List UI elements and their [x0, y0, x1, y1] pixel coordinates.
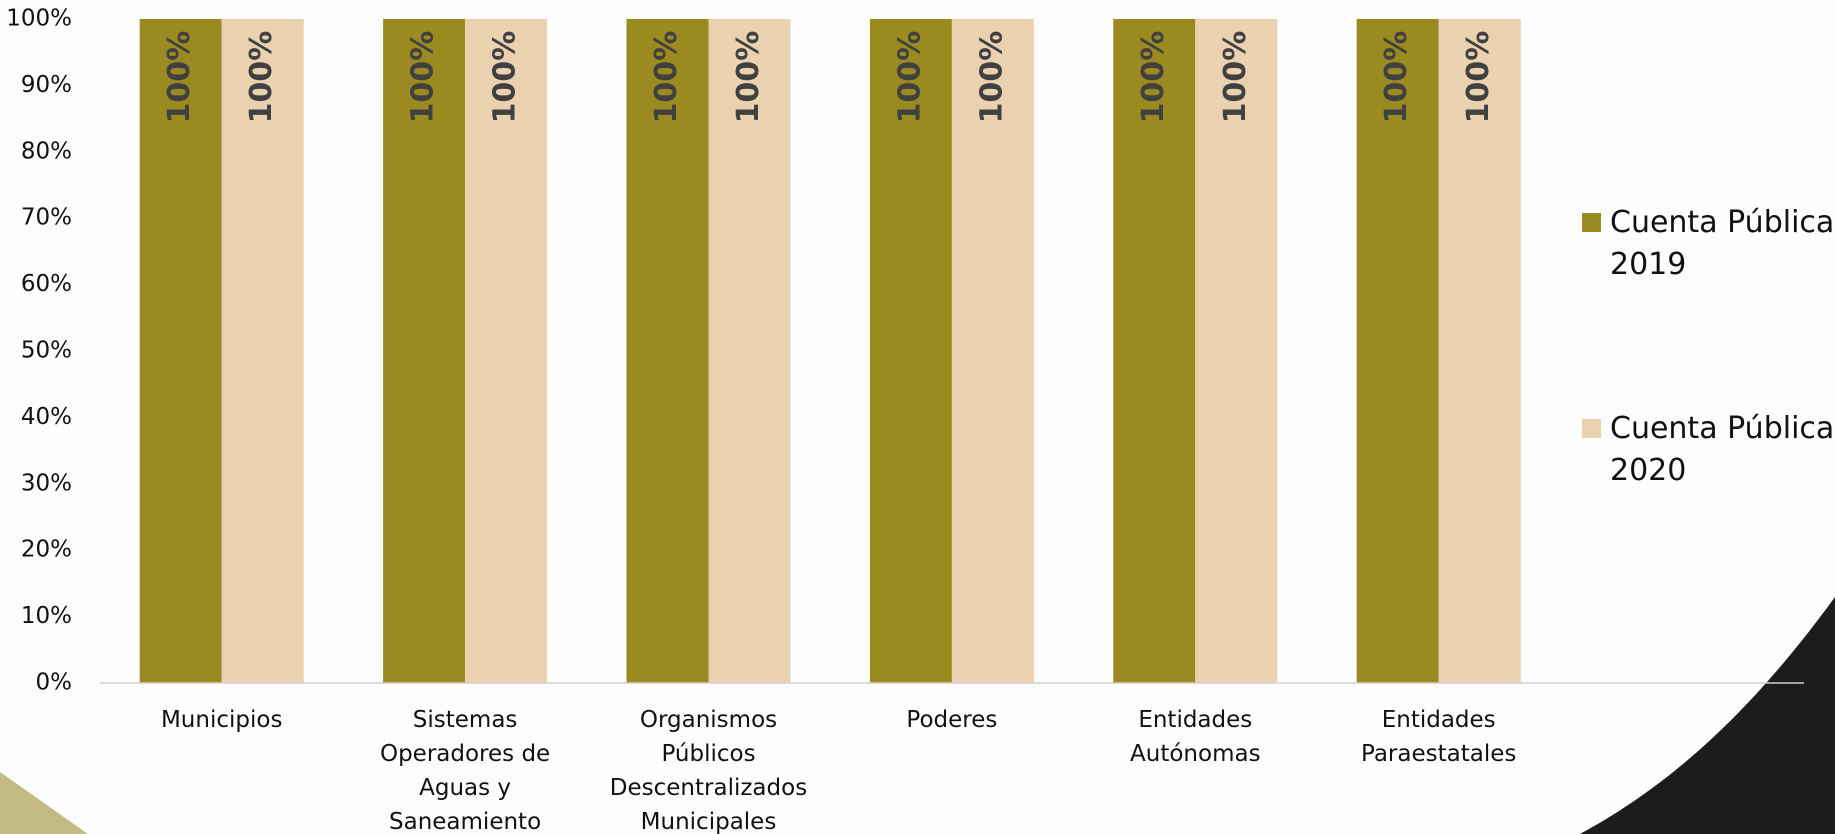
value-label: 100% — [406, 31, 441, 124]
value-label: 100% — [244, 31, 279, 124]
y-tick-label: 100% — [6, 6, 72, 32]
value-label: 100% — [731, 31, 766, 124]
value-label: 100% — [1379, 31, 1414, 124]
x-tick-label: Sistemas Operadores de Aguas y Saneamien… — [360, 703, 570, 834]
y-tick-label: 90% — [21, 72, 72, 98]
legend-label: Cuenta Pública 2019 — [1610, 202, 1835, 286]
x-tick-label: Entidades Paraestatales — [1334, 703, 1544, 771]
x-tick-label: Organismos Públicos Descentralizados Mun… — [604, 703, 814, 834]
y-tick-label: 80% — [21, 138, 72, 164]
decor-right — [1580, 597, 1835, 834]
value-label: 100% — [892, 31, 927, 124]
legend-swatch — [1582, 419, 1601, 438]
y-tick-label: 10% — [21, 603, 72, 629]
y-tick-label: 20% — [21, 537, 72, 563]
value-label: 100% — [649, 31, 684, 124]
legend-label: Cuenta Pública 2020 — [1610, 408, 1835, 492]
value-label: 100% — [488, 31, 523, 124]
decor-left — [0, 772, 88, 834]
x-tick-label: Entidades Autónomas — [1090, 703, 1300, 771]
page: 0% 10% 20% 30% 40% 50% 60% 70% 80% 90% 100% 100% 100… — [0, 0, 1835, 834]
value-label: 100% — [1136, 31, 1171, 124]
y-tick-label: 0% — [36, 670, 73, 696]
value-label: 100% — [1461, 31, 1496, 124]
y-tick-label: 60% — [21, 271, 72, 297]
x-tick-label: Municipios — [117, 703, 327, 737]
y-tick-label: 30% — [21, 470, 72, 496]
x-tick-label: Poderes — [847, 703, 1057, 737]
legend-swatch — [1582, 213, 1601, 232]
y-tick-label: 40% — [21, 404, 72, 430]
y-tick-label: 50% — [21, 338, 72, 364]
value-label: 100% — [974, 31, 1009, 124]
value-label: 100% — [1218, 31, 1253, 124]
value-label: 100% — [162, 31, 197, 124]
y-tick-label: 70% — [21, 205, 72, 231]
